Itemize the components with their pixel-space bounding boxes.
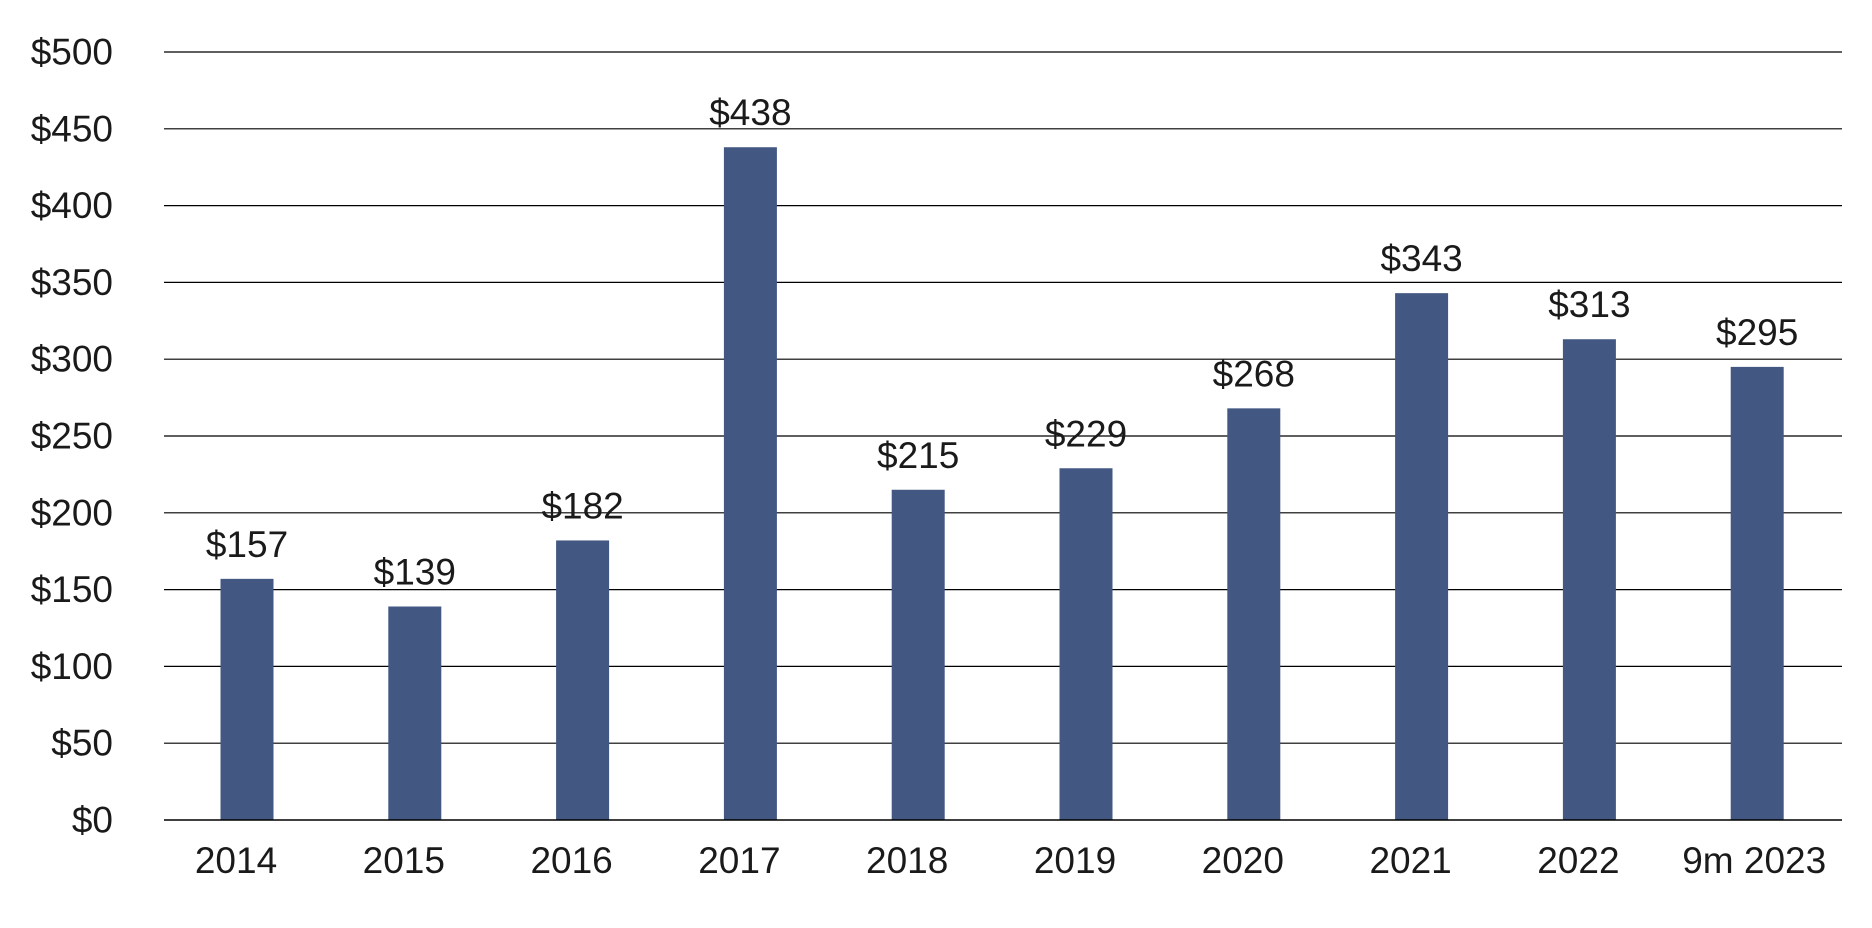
x-tick-label: 9m 2023 bbox=[1682, 840, 1826, 881]
bar bbox=[556, 540, 610, 820]
x-tick-label: 2022 bbox=[1537, 840, 1619, 881]
x-tick-label: 2016 bbox=[530, 840, 612, 881]
y-tick-label: $500 bbox=[31, 32, 113, 73]
x-tick-label: 2018 bbox=[866, 840, 948, 881]
y-tick-label: $300 bbox=[31, 339, 113, 380]
bar bbox=[1395, 293, 1449, 821]
y-tick-label: $250 bbox=[31, 416, 113, 457]
x-axis: 2014 2015 2016 2017 2018 2019 2020 2021 2022 9m 2… bbox=[195, 840, 1826, 881]
y-tick-label: $400 bbox=[31, 185, 113, 226]
grid-layer bbox=[164, 51, 1842, 744]
bar bbox=[1059, 468, 1113, 820]
data-label-layer: $157 $139 $182 $438 $215 $229 $268 $343 $313 $295 bbox=[206, 92, 1799, 592]
bar bbox=[1730, 366, 1784, 820]
y-tick-label: $50 bbox=[51, 723, 113, 764]
bar bbox=[220, 578, 274, 820]
x-tick-label: 2021 bbox=[1369, 840, 1451, 881]
x-tick-label: 2015 bbox=[363, 840, 445, 881]
data-label: $343 bbox=[1380, 238, 1462, 279]
y-tick-label: $150 bbox=[31, 569, 113, 610]
x-tick-label: 2019 bbox=[1034, 840, 1116, 881]
data-label: $268 bbox=[1213, 353, 1295, 394]
bar bbox=[723, 147, 777, 820]
y-tick-label: $350 bbox=[31, 262, 113, 303]
x-tick-label: 2017 bbox=[698, 840, 780, 881]
x-tick-label: 2020 bbox=[1202, 840, 1284, 881]
bar bbox=[1562, 339, 1616, 820]
data-label: $157 bbox=[206, 524, 288, 565]
bar bbox=[891, 489, 945, 820]
bar-layer bbox=[220, 147, 1784, 821]
y-tick-label: $100 bbox=[31, 646, 113, 687]
data-label: $215 bbox=[877, 435, 959, 476]
data-label: $182 bbox=[541, 485, 623, 526]
data-label: $139 bbox=[374, 551, 456, 592]
y-tick-label: $0 bbox=[72, 800, 113, 841]
bar bbox=[1227, 408, 1281, 820]
data-label: $295 bbox=[1716, 312, 1798, 353]
y-tick-label: $450 bbox=[31, 108, 113, 149]
data-label: $313 bbox=[1548, 284, 1630, 325]
x-tick-label: 2014 bbox=[195, 840, 277, 881]
data-label: $438 bbox=[709, 92, 791, 133]
data-label: $229 bbox=[1045, 413, 1127, 454]
y-axis: $0 $50 $100 $150 $200 $250 $300 $350 $400 $450 $50… bbox=[31, 32, 113, 841]
y-tick-label: $200 bbox=[31, 492, 113, 533]
bar bbox=[388, 606, 442, 820]
